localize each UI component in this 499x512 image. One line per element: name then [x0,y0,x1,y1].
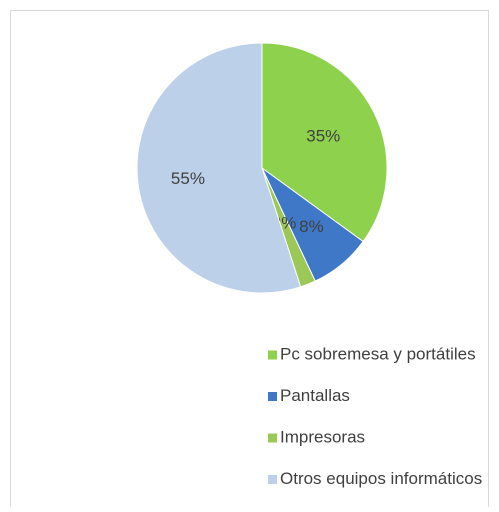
legend-swatch [268,475,277,484]
legend-swatch [268,392,277,401]
legend-swatch [268,350,277,360]
data-label: 35% [306,126,340,145]
legend-label: Pantallas [280,386,350,405]
pie-slice [261,42,388,243]
legend-label: Otros equipos informáticos [280,469,482,488]
legend-label: Impresoras [280,427,365,446]
data-label: 8% [299,217,324,236]
legend-label: Pc sobremesa y portátiles [280,344,476,363]
data-label: 55% [171,169,205,188]
pie-slice [136,42,302,294]
legend-swatch [268,433,277,443]
